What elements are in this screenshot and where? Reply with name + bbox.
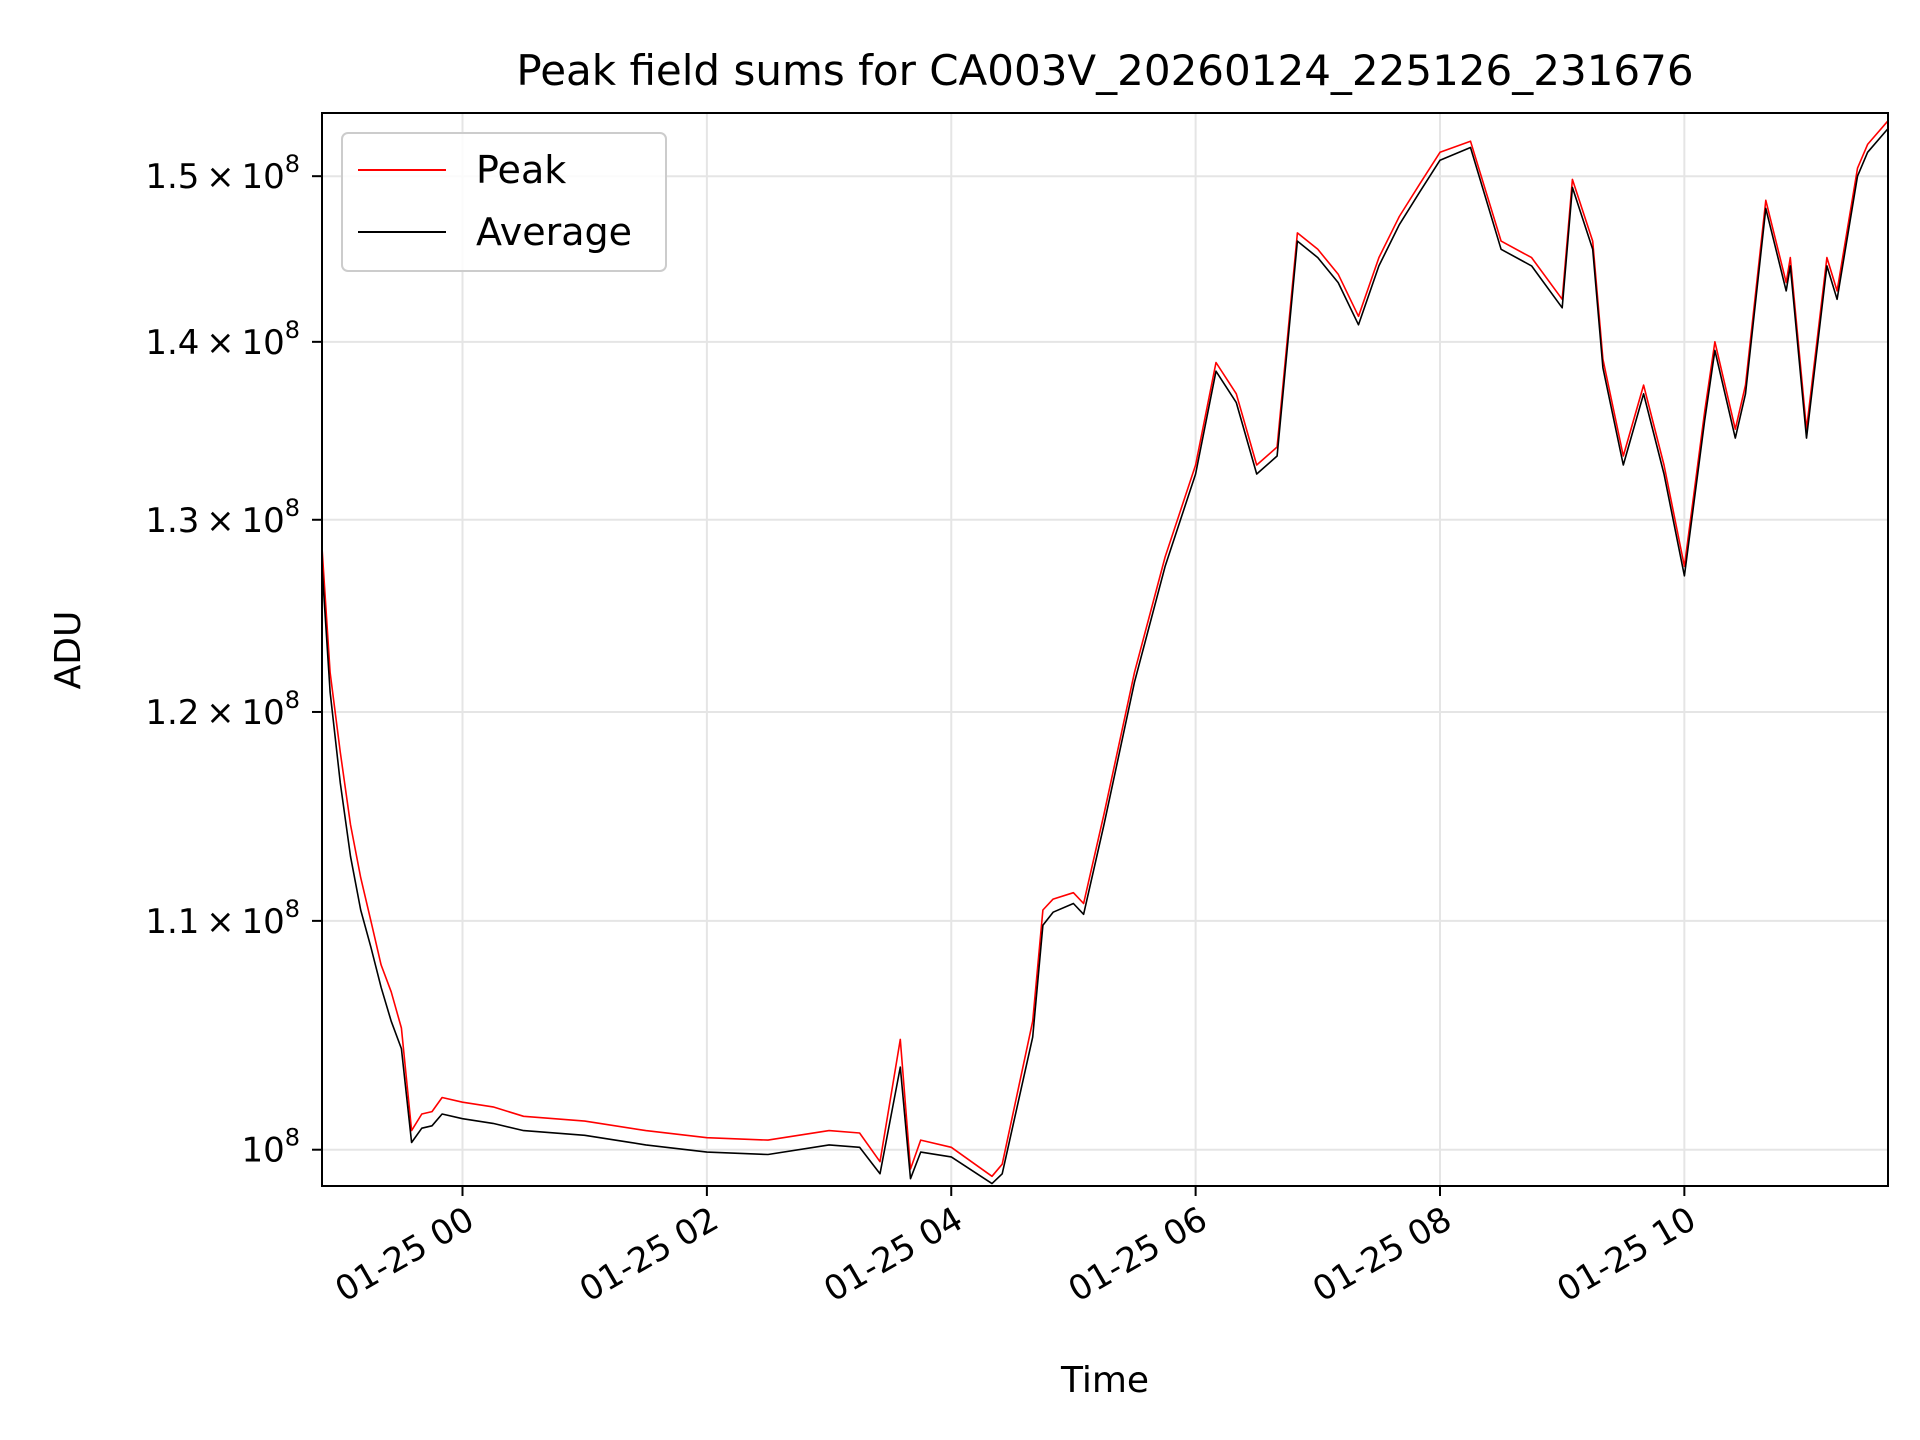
y-tick-label: 1.3 × 108 xyxy=(145,494,300,541)
y-tick-label-base: 1.1 × 10 xyxy=(145,902,284,942)
y-tick-label: 1.2 × 108 xyxy=(145,686,300,733)
legend: Peak Average xyxy=(341,132,667,272)
y-tick-label-exponent: 8 xyxy=(285,494,300,522)
y-tick-label-base: 1.5 × 10 xyxy=(145,157,284,197)
y-tick-label-exponent: 8 xyxy=(285,686,300,714)
y-tick-label-base: 1.3 × 10 xyxy=(145,501,284,541)
y-tick-label-base: 10 xyxy=(241,1131,284,1171)
legend-label-peak: Peak xyxy=(476,148,566,192)
plot-frame xyxy=(321,112,1889,1187)
y-tick-label-exponent: 8 xyxy=(285,316,300,344)
y-axis-label: ADU xyxy=(48,611,89,690)
legend-label-average: Average xyxy=(476,210,632,254)
y-tick-label-base: 1.4 × 10 xyxy=(145,323,284,363)
series-line-average xyxy=(321,128,1889,1185)
y-tick-label: 1.5 × 108 xyxy=(145,150,300,197)
chart-title: Peak field sums for CA003V_20260124_2251… xyxy=(516,46,1693,95)
y-tick-label-exponent: 8 xyxy=(285,1124,300,1152)
y-tick-label: 1.4 × 108 xyxy=(145,316,300,363)
grid xyxy=(322,113,1888,1186)
y-tick-label-exponent: 8 xyxy=(285,150,300,178)
legend-box xyxy=(341,132,667,272)
series-line-peak xyxy=(321,120,1889,1178)
x-axis-label: Time xyxy=(1060,1360,1149,1401)
y-tick-label-base: 1.2 × 10 xyxy=(145,693,284,733)
series-layer xyxy=(321,120,1889,1185)
y-tick-label: 108 xyxy=(241,1124,300,1171)
y-tick-label-exponent: 8 xyxy=(285,895,300,923)
y-tick-label: 1.1 × 108 xyxy=(145,895,300,942)
